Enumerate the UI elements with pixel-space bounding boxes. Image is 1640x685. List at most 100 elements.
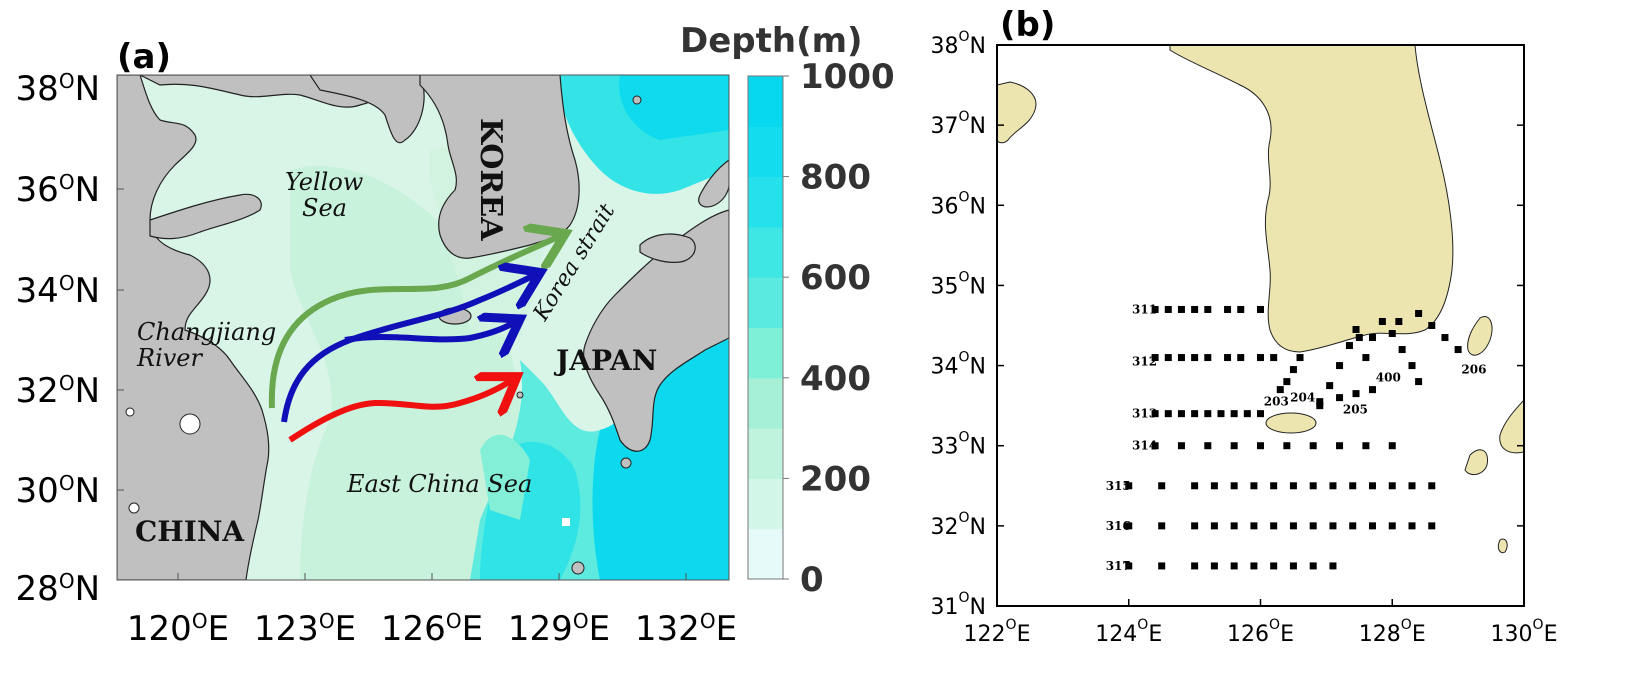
station-marker [1316, 402, 1324, 410]
station-marker [1362, 442, 1370, 450]
panel-a-map: (a) [16, 21, 895, 649]
lat-tick-b-34-hemi: N [970, 355, 986, 380]
kyushu-land-b [1499, 399, 1524, 454]
tsushima-island [1467, 316, 1493, 356]
station-label-313: 313 [1132, 407, 1157, 421]
colorbar-swatch [748, 76, 783, 127]
station-marker [1289, 522, 1297, 530]
station-marker [1378, 317, 1386, 325]
station-marker [1204, 305, 1212, 313]
station-marker [1257, 410, 1264, 418]
lon-tick-a-132-unit: O [700, 609, 716, 633]
lon-tick-a-126-deg: 126 [381, 609, 446, 649]
station-marker [1309, 482, 1317, 490]
lat-tick-b-38-deg: 38 [931, 34, 959, 59]
lat-tick-a-34-hemi: N [75, 271, 100, 311]
colorbar-swatch [748, 377, 783, 429]
panel-a-label: (a) [117, 37, 171, 77]
lat-tick-a-36-hemi: N [75, 170, 100, 210]
colorbar-swatch [748, 126, 783, 178]
station-marker [1270, 354, 1278, 362]
colorbar-swatch [748, 226, 783, 278]
lat-tick-a-38-hemi: N [75, 69, 100, 109]
station-marker [1329, 562, 1337, 570]
lon-tick-a-120: 120OE [127, 609, 229, 649]
station-marker [1230, 562, 1238, 570]
lat-tick-a-32-hemi: N [75, 371, 100, 411]
station-marker [1309, 562, 1317, 570]
station-marker [1210, 522, 1218, 530]
station-marker [1441, 334, 1449, 342]
lat-tick-b-38-hemi: N [970, 34, 986, 59]
lon-tick-b-122-hemi: E [1017, 622, 1031, 647]
station-marker [1158, 522, 1166, 530]
lat-tick-b-33-hemi: N [970, 435, 986, 460]
station-marker [1368, 386, 1376, 394]
lon-tick-b-128-unit: O [1401, 617, 1412, 633]
lat-tick-b-31-hemi: N [970, 595, 986, 620]
lat-tick-b-37: 37ON [931, 109, 987, 139]
station-marker [1204, 354, 1212, 362]
lon-tick-b-126-unit: O [1269, 617, 1280, 633]
lon-tick-a-132: 132OE [635, 609, 737, 649]
label-yellow-sea-2: Sea [302, 194, 347, 222]
lon-tick-b-130-unit: O [1533, 617, 1544, 633]
lat-tick-b-35-deg: 35 [931, 274, 959, 299]
station-label-314: 314 [1132, 439, 1157, 453]
colorbar-tick-label: 0 [800, 560, 824, 600]
station-marker [1151, 354, 1159, 362]
lon-tick-a-129-unit: O [573, 609, 589, 633]
station-marker [1224, 305, 1232, 313]
lat-tick-a-30-hemi: N [75, 471, 100, 511]
station-marker [1151, 442, 1159, 450]
lon-tick-b-126-deg: 126 [1227, 622, 1269, 647]
colorbar-tick-label: 600 [800, 258, 871, 298]
station-marker [1428, 482, 1436, 490]
lat-tick-b-31: 31ON [931, 590, 987, 620]
station-label-203: 203 [1264, 395, 1289, 409]
station-label-315: 315 [1106, 479, 1131, 493]
lon-tick-a-120-deg: 120 [127, 609, 192, 649]
lat-tick-b-31-unit: O [959, 590, 970, 606]
panel-b-land-layer [997, 45, 1524, 606]
station-marker [1237, 305, 1245, 313]
lat-tick-a-30: 30ON [16, 471, 100, 511]
lon-tick-a-123-hemi: E [335, 609, 356, 649]
colorbar-swatch [748, 277, 783, 328]
panel-b-lon-ticks: 122OE 124OE 126OE 128OE 130OE [964, 599, 1557, 647]
station-marker [1177, 305, 1185, 313]
station-marker [1283, 442, 1291, 450]
station-marker [1415, 378, 1423, 386]
colorbar-swatches [748, 76, 783, 580]
station-marker [1336, 394, 1344, 402]
station-marker [1408, 522, 1416, 530]
station-marker [1125, 522, 1133, 530]
lon-tick-b-122: 122OE [964, 617, 1031, 647]
station-marker [1224, 354, 1232, 362]
jeju-island [1265, 412, 1317, 434]
korea-land-b [1169, 45, 1454, 353]
station-marker [1191, 482, 1199, 490]
label-changjiang-2: River [136, 344, 204, 372]
lat-tick-a-28-deg: 28 [16, 569, 59, 609]
lat-tick-b-38: 38ON [931, 29, 987, 59]
station-marker [1250, 522, 1258, 530]
station-marker [1355, 334, 1363, 342]
lat-tick-b-34-unit: O [959, 350, 970, 366]
station-marker [1329, 522, 1337, 530]
station-marker [1191, 410, 1199, 418]
station-marker [1250, 482, 1258, 490]
station-marker [1345, 342, 1353, 350]
lat-tick-b-32: 32ON [931, 510, 987, 540]
lon-tick-a-123: 123OE [254, 609, 356, 649]
station-marker [1151, 305, 1159, 313]
korea-land [419, 75, 580, 259]
label-japan: JAPAN [553, 344, 657, 377]
lat-tick-b-35-hemi: N [970, 274, 986, 299]
lon-tick-b-126: 126OE [1227, 617, 1294, 647]
colorbar-title: Depth(m) [680, 21, 863, 61]
lat-tick-b-37-hemi: N [970, 114, 986, 139]
